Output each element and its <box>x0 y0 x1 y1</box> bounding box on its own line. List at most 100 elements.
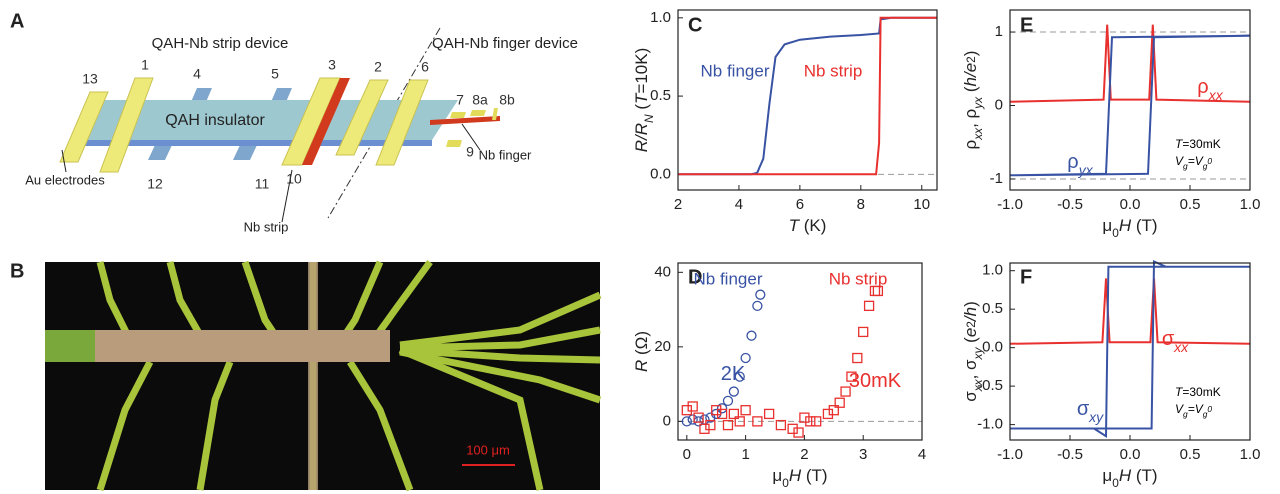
y-axis-label: R/RN (T=10K) <box>632 48 656 153</box>
series-line <box>1009 24 1251 103</box>
marker <box>863 300 875 312</box>
x-tick-label: -0.5 <box>1057 446 1083 463</box>
x-tick-label: 0 <box>683 446 691 463</box>
y-tick-label: -1 <box>990 170 1003 187</box>
marker <box>746 330 757 341</box>
label-part: e <box>961 328 980 337</box>
label-part: g <box>1203 161 1208 171</box>
electrode <box>446 140 462 147</box>
series-line <box>1009 278 1251 345</box>
electrode <box>59 91 109 163</box>
label-part: ) <box>961 301 980 307</box>
marker <box>681 416 692 427</box>
label-part: xy <box>971 347 985 361</box>
label-part: =10K) <box>632 48 651 94</box>
series-label: Nb finger <box>701 61 770 80</box>
annotation: Vg=Vg0 <box>1175 402 1212 419</box>
marker <box>799 412 810 423</box>
annotation: T=30mK <box>1175 385 1221 399</box>
label-part: g <box>1183 161 1188 171</box>
label-part: ( <box>961 86 980 97</box>
x-tick-label: -1.0 <box>997 446 1023 463</box>
marker <box>787 423 798 434</box>
marker <box>846 371 857 382</box>
annotation: Vg=Vg0 <box>1175 154 1212 171</box>
label-part: =30mK <box>1182 137 1220 151</box>
label-part: V <box>1175 154 1184 168</box>
marker <box>716 408 728 420</box>
x-tick-label: 3 <box>859 446 867 463</box>
electrode-label: 8a <box>472 92 488 108</box>
label-part: ρ <box>1067 151 1078 173</box>
series-line <box>1010 259 1250 439</box>
label-part: xx <box>1208 87 1224 103</box>
panel-label: C <box>688 14 702 36</box>
electrode <box>450 112 466 118</box>
device-diagram: QAH-Nb strip device QAH-Nb finger device… <box>25 27 578 234</box>
y-tick-label: 20 <box>654 338 671 355</box>
marker <box>752 300 763 312</box>
electrode <box>470 110 486 116</box>
marker <box>740 352 751 364</box>
pad <box>148 145 172 160</box>
label-part: 0 <box>1207 404 1212 414</box>
label-part: μ <box>772 466 782 485</box>
label-part: ρ <box>961 140 980 150</box>
label-part: T <box>632 92 651 104</box>
label-part: xx <box>1173 339 1189 355</box>
x-tick-label: 8 <box>857 196 865 213</box>
x-tick-label: 0.0 <box>1120 196 1141 213</box>
electrode-label: 6 <box>421 59 429 75</box>
plot-frame <box>677 262 923 441</box>
label-part: ) <box>961 51 980 57</box>
annotation: ρxx <box>1197 76 1223 102</box>
marker <box>858 326 869 338</box>
marker <box>705 419 716 431</box>
y-tick-label: -0.5 <box>977 377 1003 394</box>
y-tick-label: 1 <box>995 23 1003 40</box>
y-tick-label: 0 <box>995 96 1003 113</box>
label-part: 30mK <box>849 370 902 392</box>
label-part: R/R <box>632 123 651 152</box>
label-part: xx <box>971 127 985 141</box>
label-part: R <box>632 360 651 372</box>
label-part: 2K <box>721 363 746 385</box>
label-part: ( <box>961 337 980 348</box>
electrode <box>375 79 429 166</box>
series-label: Nb finger <box>694 269 763 288</box>
x-axis-label: μ0H (T) <box>1102 216 1157 240</box>
label-part: yx <box>1078 162 1094 178</box>
label-part: T <box>789 216 801 235</box>
electrode-label: 11 <box>255 176 270 192</box>
label-part: , σ <box>961 359 980 379</box>
series-line <box>1009 34 1251 177</box>
series-line <box>678 16 937 176</box>
contact <box>45 330 95 362</box>
marker <box>834 397 845 408</box>
callout: Nb strip <box>244 219 289 234</box>
label-part: ( <box>632 104 651 115</box>
label-part: T <box>1175 385 1184 399</box>
electrode-label: 9 <box>466 144 474 160</box>
label-part: g <box>1203 409 1208 419</box>
electrode-label: 10 <box>286 171 302 187</box>
label-part: 0 <box>782 476 789 490</box>
micrograph: 100 μm <box>45 259 602 492</box>
y-tick-label: 40 <box>654 263 671 280</box>
electrode-label: 8b <box>499 92 515 108</box>
electrode-label: 1 <box>141 57 149 73</box>
x-tick-label: 10 <box>913 196 930 213</box>
x-axis-label: μ0H (T) <box>1102 466 1157 490</box>
label-part: μ <box>1102 216 1112 235</box>
electrode-label: 7 <box>456 92 464 108</box>
slab-label: QAH insulator <box>165 112 265 129</box>
x-tick-label: 4 <box>735 196 743 213</box>
x-axis-label: T (K) <box>789 216 827 235</box>
plot-frame <box>1009 9 1251 191</box>
divider <box>327 27 441 219</box>
title: QAH-Nb strip device <box>152 35 289 52</box>
electrode <box>492 108 498 120</box>
y-tick-label: 0.5 <box>650 87 671 104</box>
label-part: 0 <box>1112 226 1119 240</box>
